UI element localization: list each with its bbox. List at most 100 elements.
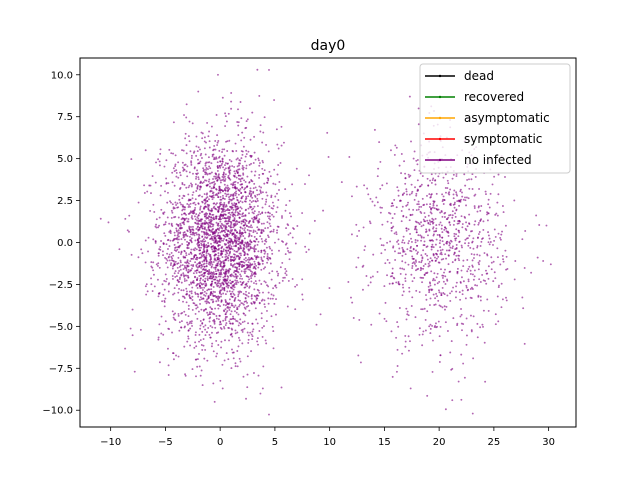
scatter-point bbox=[212, 187, 215, 190]
scatter-point bbox=[208, 313, 211, 316]
scatter-point bbox=[384, 301, 387, 304]
scatter-point bbox=[195, 375, 197, 378]
scatter-point bbox=[230, 211, 233, 214]
scatter-point bbox=[212, 191, 215, 194]
legend-marker-asymptomatic bbox=[438, 116, 442, 120]
scatter-point bbox=[237, 240, 240, 243]
scatter-point bbox=[257, 266, 260, 269]
scatter-point bbox=[478, 221, 480, 224]
scatter-point bbox=[197, 229, 200, 232]
scatter-point bbox=[260, 251, 263, 254]
scatter-point bbox=[224, 324, 227, 326]
scatter-point bbox=[192, 265, 195, 268]
scatter-point bbox=[267, 150, 270, 153]
scatter-point bbox=[478, 231, 481, 233]
scatter-point bbox=[235, 266, 237, 269]
scatter-point bbox=[415, 225, 417, 228]
scatter-point bbox=[227, 303, 230, 306]
scatter-point bbox=[294, 285, 297, 288]
scatter-point bbox=[420, 236, 423, 239]
scatter-point bbox=[465, 204, 467, 207]
scatter-point bbox=[229, 322, 231, 325]
scatter-point bbox=[198, 333, 201, 336]
scatter-point bbox=[542, 260, 545, 262]
scatter-point bbox=[482, 309, 485, 312]
scatter-point bbox=[445, 191, 447, 194]
scatter-point bbox=[245, 290, 247, 293]
scatter-point bbox=[388, 211, 390, 214]
scatter-point bbox=[231, 194, 234, 197]
scatter-point bbox=[230, 304, 233, 307]
scatter-point bbox=[200, 369, 203, 372]
scatter-point bbox=[164, 256, 167, 259]
scatter-point bbox=[220, 252, 223, 255]
scatter-point bbox=[453, 206, 456, 209]
scatter-point bbox=[162, 242, 165, 245]
scatter-point bbox=[222, 210, 225, 213]
scatter-point bbox=[230, 247, 233, 250]
scatter-point bbox=[226, 150, 229, 152]
chart-title: day0 bbox=[311, 38, 346, 54]
scatter-point bbox=[158, 323, 161, 326]
scatter-point bbox=[440, 251, 443, 254]
scatter-point bbox=[205, 250, 208, 253]
scatter-point bbox=[204, 153, 207, 156]
scatter-point bbox=[482, 220, 485, 223]
scatter-point bbox=[436, 295, 438, 298]
scatter-point bbox=[223, 216, 226, 219]
scatter-point bbox=[187, 276, 190, 279]
scatter-point bbox=[229, 282, 232, 285]
scatter-point bbox=[288, 212, 291, 215]
scatter-point bbox=[175, 227, 178, 230]
scatter-point bbox=[433, 207, 436, 210]
scatter-point bbox=[412, 248, 415, 251]
scatter-point bbox=[431, 259, 434, 262]
scatter-point bbox=[247, 261, 250, 264]
scatter-point bbox=[259, 392, 262, 395]
scatter-point bbox=[416, 189, 419, 192]
scatter-point bbox=[242, 303, 245, 306]
scatter-point bbox=[273, 99, 276, 101]
scatter-point bbox=[202, 325, 205, 328]
scatter-point bbox=[202, 238, 205, 241]
scatter-point bbox=[207, 226, 210, 229]
scatter-point bbox=[226, 184, 229, 187]
scatter-point bbox=[191, 212, 194, 214]
scatter-point bbox=[223, 175, 226, 178]
scatter-point bbox=[239, 235, 242, 238]
scatter-point bbox=[177, 176, 180, 179]
scatter-point bbox=[240, 191, 243, 194]
scatter-point bbox=[252, 162, 255, 164]
scatter-point bbox=[174, 215, 177, 218]
scatter-point bbox=[259, 124, 262, 127]
scatter-point bbox=[277, 164, 280, 166]
scatter-point bbox=[416, 252, 419, 255]
scatter-point bbox=[171, 277, 174, 280]
scatter-point bbox=[196, 306, 199, 309]
scatter-point bbox=[234, 279, 237, 282]
scatter-point bbox=[463, 376, 466, 379]
scatter-point bbox=[389, 240, 392, 243]
scatter-point bbox=[160, 208, 163, 211]
scatter-point bbox=[457, 235, 460, 238]
scatter-point bbox=[429, 327, 432, 330]
scatter-point bbox=[267, 179, 270, 182]
scatter-point bbox=[449, 239, 452, 242]
scatter-point bbox=[239, 180, 242, 183]
scatter-point bbox=[497, 286, 500, 289]
scatter-point bbox=[185, 152, 188, 155]
scatter-point bbox=[420, 239, 423, 242]
scatter-point bbox=[429, 282, 432, 285]
scatter-point bbox=[158, 216, 161, 219]
scatter-point bbox=[184, 256, 187, 259]
scatter-point bbox=[170, 201, 172, 204]
scatter-point bbox=[469, 273, 472, 275]
scatter-point bbox=[182, 221, 185, 223]
scatter-point bbox=[210, 162, 213, 165]
scatter-point bbox=[280, 386, 283, 389]
scatter-point bbox=[200, 246, 203, 249]
scatter-point bbox=[250, 256, 253, 259]
scatter-point bbox=[181, 205, 184, 208]
scatter-point bbox=[422, 265, 425, 267]
scatter-point bbox=[422, 267, 425, 270]
